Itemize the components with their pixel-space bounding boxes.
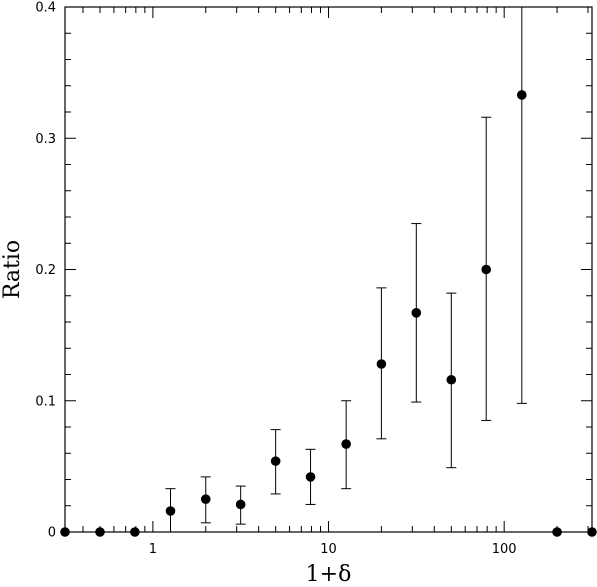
ticks-layer xyxy=(65,6,592,533)
y-tick-label: 0 xyxy=(48,526,56,541)
data-point xyxy=(305,472,316,482)
y-tick-label: 0.3 xyxy=(35,132,56,147)
y-tick-label: 0.2 xyxy=(35,263,56,278)
data-point xyxy=(235,499,246,510)
x-tick-label: 10 xyxy=(320,542,337,557)
x-tick-label: 100 xyxy=(492,542,517,557)
y-axis-title: Ratio xyxy=(0,240,25,299)
error-bars-layer xyxy=(165,7,527,532)
data-point xyxy=(481,264,491,275)
x-axis-title: 1+δ xyxy=(306,562,352,587)
data-point xyxy=(411,308,422,318)
data-point xyxy=(446,374,457,385)
data-point xyxy=(341,439,351,449)
data-point xyxy=(200,494,211,504)
data-point xyxy=(270,456,281,466)
tick-labels-layer: 1 10 100 0 0.1 0.2 0.3 0.4 xyxy=(35,1,516,558)
y-tick-label: 0.4 xyxy=(35,1,56,16)
plot-frame xyxy=(64,6,593,533)
y-tick-label: 0.1 xyxy=(35,394,56,409)
x-tick-label: 1 xyxy=(149,542,157,557)
data-point xyxy=(165,506,176,516)
data-points-layer xyxy=(60,90,597,537)
data-point xyxy=(517,90,527,100)
data-point xyxy=(376,359,387,369)
